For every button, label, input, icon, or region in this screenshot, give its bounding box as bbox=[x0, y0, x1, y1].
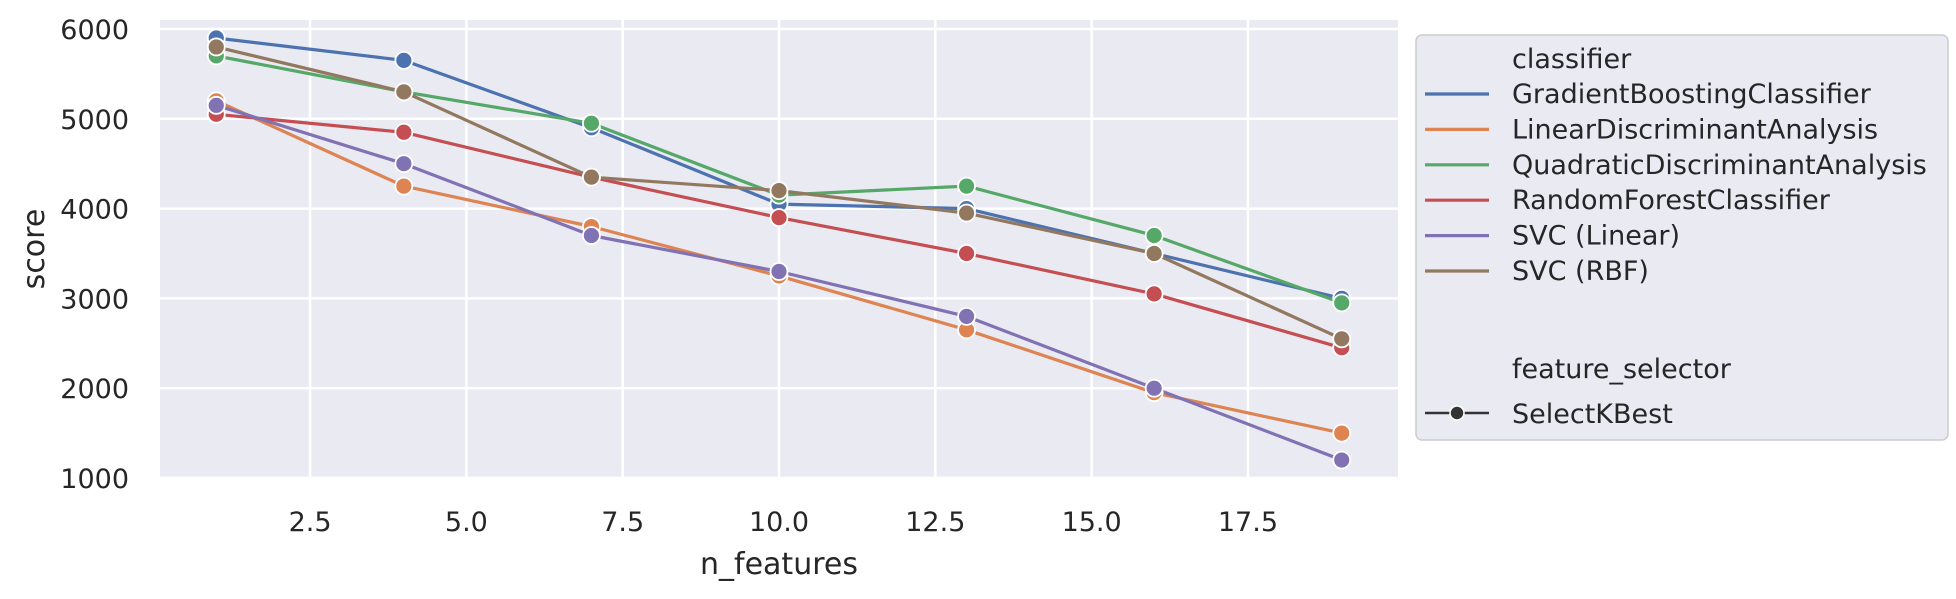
data-point-svc-linear bbox=[1332, 450, 1352, 470]
legend-entry-lineardiscriminantanalysis: LinearDiscriminantAnalysis bbox=[1512, 114, 1878, 145]
x-tick-label: 7.5 bbox=[601, 507, 644, 538]
data-point-randomforestclassifier bbox=[1144, 284, 1164, 304]
x-tick-label: 12.5 bbox=[905, 507, 965, 538]
data-point-svc-linear bbox=[394, 154, 414, 174]
data-point-svc-rbf bbox=[1332, 329, 1352, 349]
data-point-lineardiscriminantanalysis bbox=[1332, 423, 1352, 443]
x-tick-labels: 2.5 5.0 7.5 10.0 12.5 15.0 17.5 bbox=[289, 507, 1278, 538]
data-point-svc-rbf bbox=[206, 37, 226, 57]
legend-entry-svc-rbf: SVC (RBF) bbox=[1512, 256, 1649, 287]
data-point-randomforestclassifier bbox=[769, 208, 789, 227]
data-point-svc-rbf bbox=[1144, 244, 1164, 263]
y-tick-label: 4000 bbox=[60, 195, 129, 226]
y-tick-label: 1000 bbox=[60, 464, 129, 495]
legend: classifier GradientBoostingClassifier Lin… bbox=[1415, 34, 1949, 441]
y-tick-label: 5000 bbox=[60, 105, 129, 136]
data-point-svc-rbf bbox=[769, 181, 789, 201]
x-axis-label: n_features bbox=[700, 547, 858, 582]
data-point-svc-rbf bbox=[582, 167, 601, 187]
data-point-quadraticdiscriminantanalysis bbox=[1144, 226, 1164, 245]
y-tick-label: 2000 bbox=[60, 374, 129, 405]
data-point-svc-linear bbox=[1144, 378, 1164, 398]
legend-style-title: feature_selector bbox=[1512, 354, 1732, 385]
y-axis-label: score bbox=[17, 209, 52, 290]
data-point-svc-linear bbox=[582, 226, 601, 245]
data-point-svc-rbf bbox=[957, 203, 976, 223]
legend-entries: GradientBoostingClassifier LinearDiscrimi… bbox=[1425, 79, 1927, 287]
legend-hue-title: classifier bbox=[1512, 44, 1632, 75]
legend-entry-randomforestclassifier: RandomForestClassifier bbox=[1512, 185, 1831, 216]
x-tick-label: 5.0 bbox=[445, 507, 488, 538]
series-markers bbox=[206, 28, 1352, 470]
legend-entry-svc-linear: SVC (Linear) bbox=[1512, 221, 1680, 252]
data-point-randomforestclassifier bbox=[957, 244, 976, 263]
data-point-quadraticdiscriminantanalysis bbox=[957, 176, 976, 196]
legend-entry-gradientboostingclassifier: GradientBoostingClassifier bbox=[1512, 79, 1872, 110]
data-point-lineardiscriminantanalysis bbox=[394, 176, 414, 196]
y-tick-labels: 1000 2000 3000 4000 5000 6000 bbox=[60, 15, 129, 495]
data-point-quadraticdiscriminantanalysis bbox=[582, 113, 601, 133]
legend-frame bbox=[1415, 34, 1949, 441]
y-tick-label: 3000 bbox=[60, 284, 129, 315]
legend-style-entry: SelectKBest bbox=[1512, 399, 1673, 430]
legend-style-marker bbox=[1449, 405, 1465, 421]
x-tick-label: 17.5 bbox=[1218, 507, 1278, 538]
x-tick-label: 15.0 bbox=[1062, 507, 1122, 538]
data-point-quadraticdiscriminantanalysis bbox=[1332, 293, 1352, 313]
data-point-randomforestclassifier bbox=[394, 122, 414, 142]
data-point-gradientboostingclassifier bbox=[394, 51, 414, 70]
data-point-svc-linear bbox=[957, 306, 976, 326]
data-point-svc-rbf bbox=[394, 82, 414, 102]
x-tick-label: 2.5 bbox=[289, 507, 332, 538]
legend-entry-quadraticdiscriminantanalysis: QuadraticDiscriminantAnalysis bbox=[1512, 150, 1927, 181]
data-point-svc-linear bbox=[206, 95, 226, 115]
data-point-svc-linear bbox=[769, 262, 789, 281]
x-tick-label: 10.0 bbox=[749, 507, 809, 538]
y-tick-label: 6000 bbox=[60, 15, 129, 46]
